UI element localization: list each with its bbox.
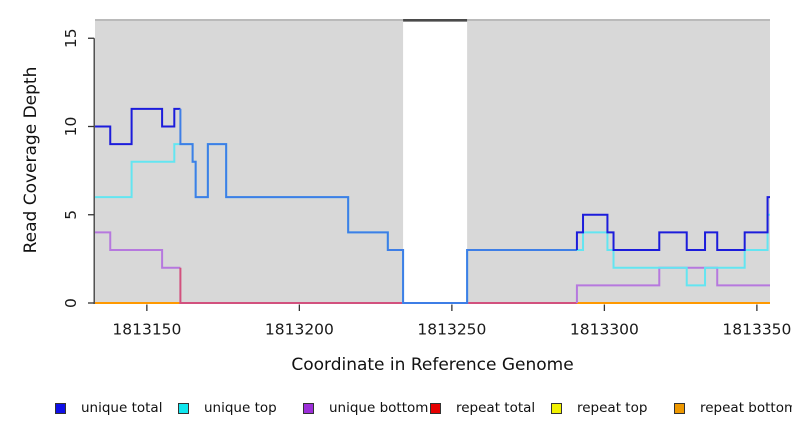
x-tick-label: 1813200 xyxy=(265,321,334,339)
legend-item-repeat-top: repeat top xyxy=(551,401,647,416)
legend-label: unique top xyxy=(204,400,277,416)
legend-label: repeat top xyxy=(577,400,648,416)
y-tick-label: 15 xyxy=(62,28,80,48)
series-unique-total-line-seg2 xyxy=(575,196,770,252)
series-unique-total-line-seg1 xyxy=(179,108,577,304)
legend-swatch-icon xyxy=(55,403,66,414)
legend-label: repeat total xyxy=(456,400,536,416)
legend-swatch-icon xyxy=(430,403,441,414)
x-tick-label: 1813300 xyxy=(570,321,639,339)
series-unique-total-line-seg0 xyxy=(95,107,181,146)
y-axis-title: Read Coverage Depth xyxy=(21,66,41,254)
x-axis-title: Coordinate in Reference Genome xyxy=(291,355,574,375)
x-tick-label: 1813350 xyxy=(722,321,791,339)
legend-item-repeat-total: repeat total xyxy=(430,401,535,416)
y-tick-label: 10 xyxy=(62,117,80,137)
series-unique-bottom-line-seg0 xyxy=(95,231,181,269)
legend-label: repeat bottom xyxy=(700,400,792,416)
legend-swatch-icon xyxy=(303,403,314,414)
legend-item-repeat-bottom: repeat bottom xyxy=(674,401,792,416)
legend-item-unique-total: unique total xyxy=(55,401,162,416)
legend-swatch-icon xyxy=(551,403,562,414)
legend-label: unique total xyxy=(81,400,163,416)
y-tick-label: 0 xyxy=(62,298,80,308)
y-tick-label: 5 xyxy=(62,210,80,220)
x-tick-label: 1813250 xyxy=(417,321,486,339)
legend-swatch-icon xyxy=(674,403,685,414)
legend-label: unique bottom xyxy=(329,400,429,416)
legend-swatch-icon xyxy=(178,403,189,414)
legend-item-unique-top: unique top xyxy=(178,401,277,416)
no-data-gap-band xyxy=(403,19,468,304)
legend-item-unique-bottom: unique bottom xyxy=(303,401,428,416)
x-tick-label: 1813150 xyxy=(112,321,181,339)
